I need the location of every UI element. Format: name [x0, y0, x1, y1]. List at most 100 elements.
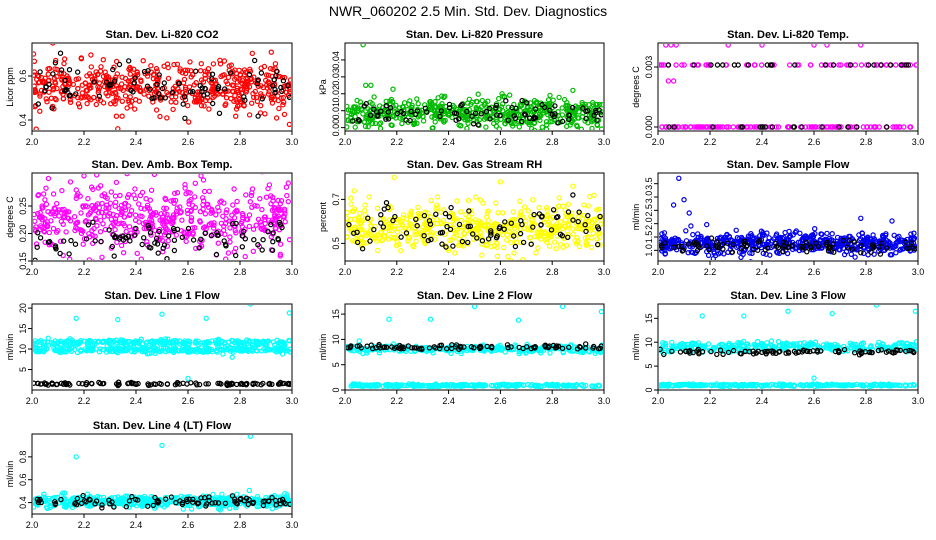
- data-point: [115, 379, 122, 385]
- data-point: [174, 61, 181, 68]
- data-point: [501, 244, 507, 251]
- data-point: [198, 61, 204, 67]
- data-point: [52, 79, 58, 85]
- data-point: [151, 95, 157, 101]
- data-point: [502, 219, 508, 225]
- data-point: [595, 231, 602, 237]
- data-point: [228, 95, 234, 102]
- data-point: [685, 249, 691, 256]
- data-point: [348, 343, 354, 349]
- data-point: [710, 124, 716, 130]
- data-point: [103, 208, 109, 214]
- y-tick-label: 0: [644, 387, 654, 392]
- y-tick-label: 0.5: [331, 237, 341, 250]
- data-point: [553, 382, 559, 388]
- data-point: [352, 225, 358, 231]
- data-point: [511, 233, 517, 239]
- data-point: [202, 75, 208, 82]
- data-point: [34, 348, 41, 355]
- points-layer: [346, 174, 603, 260]
- data-point: [786, 228, 792, 235]
- data-point: [483, 124, 489, 130]
- data-point: [148, 217, 155, 224]
- data-point: [238, 343, 245, 349]
- x-tick-label: 2.2: [704, 137, 717, 147]
- data-point: [198, 236, 204, 242]
- data-point: [197, 208, 204, 215]
- data-point: [91, 79, 98, 85]
- data-point: [33, 69, 38, 75]
- data-point: [221, 86, 228, 92]
- data-point: [747, 250, 753, 256]
- y-tick-label: 0.02: [331, 85, 341, 103]
- data-point: [536, 229, 542, 236]
- data-point: [148, 62, 154, 69]
- data-point: [200, 177, 207, 183]
- data-point: [459, 101, 465, 108]
- data-point: [145, 222, 151, 229]
- data-point: [468, 207, 474, 214]
- data-point: [512, 121, 518, 127]
- data-point: [750, 246, 757, 253]
- data-point: [695, 231, 701, 237]
- data-point: [50, 44, 56, 46]
- data-point: [785, 244, 791, 251]
- data-point: [154, 346, 161, 353]
- data-point: [76, 380, 82, 387]
- data-point: [52, 95, 58, 102]
- data-point: [72, 346, 78, 353]
- data-point: [132, 96, 139, 103]
- data-point: [470, 231, 476, 237]
- data-point: [378, 108, 384, 114]
- data-point: [76, 340, 82, 347]
- y-tick-label: 2.0: [644, 217, 654, 230]
- data-point: [426, 345, 433, 351]
- data-point: [66, 251, 72, 257]
- data-point: [161, 242, 168, 248]
- data-point: [199, 85, 205, 91]
- data-point: [54, 347, 60, 353]
- data-point: [52, 66, 58, 72]
- data-point: [41, 380, 48, 386]
- points-layer: [659, 305, 917, 389]
- data-point: [669, 124, 675, 130]
- x-tick-label: 2.0: [339, 137, 352, 147]
- data-point: [681, 196, 687, 203]
- data-point: [546, 243, 553, 249]
- data-point: [218, 220, 225, 226]
- data-point: [676, 175, 682, 181]
- data-point: [708, 235, 715, 241]
- data-point: [563, 383, 569, 389]
- data-point: [273, 115, 280, 121]
- data-point: [393, 115, 399, 121]
- data-point: [275, 381, 282, 387]
- data-point: [119, 206, 125, 212]
- data-point: [449, 236, 455, 243]
- data-point: [871, 62, 877, 68]
- data-point: [355, 232, 361, 238]
- data-point: [488, 228, 494, 234]
- data-point: [545, 221, 551, 228]
- data-point: [804, 248, 810, 255]
- y-axis-label: percent: [318, 201, 328, 232]
- data-point: [659, 62, 663, 68]
- y-axis-label: kPa: [318, 79, 328, 95]
- data-point: [131, 349, 138, 355]
- data-point: [661, 234, 667, 240]
- series-2: [665, 62, 912, 130]
- data-point: [277, 200, 283, 207]
- data-point: [242, 347, 249, 353]
- data-point: [474, 105, 480, 112]
- data-point: [215, 86, 221, 92]
- data-point: [143, 195, 149, 202]
- data-point: [126, 338, 133, 345]
- data-point: [81, 174, 87, 179]
- data-point: [745, 233, 752, 239]
- data-point: [93, 346, 99, 352]
- data-point: [272, 61, 279, 67]
- data-point: [63, 229, 69, 235]
- data-point: [793, 228, 800, 234]
- x-tick-label: 2.8: [234, 267, 247, 277]
- data-point: [471, 382, 478, 388]
